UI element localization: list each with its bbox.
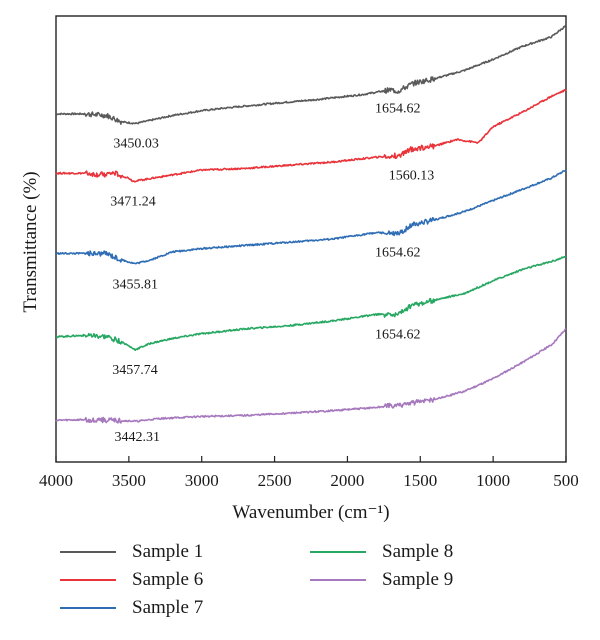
y-axis-title: Transmittance (%) bbox=[20, 171, 41, 312]
series-line-sample-7 bbox=[55, 169, 567, 265]
peak-label-5: 3455.81 bbox=[113, 278, 159, 293]
legend-item-sample-7: Sample 7 bbox=[60, 596, 203, 620]
legend-swatch bbox=[310, 579, 366, 581]
x-tick-label-500: 500 bbox=[553, 471, 579, 490]
legend-label: Sample 6 bbox=[132, 569, 204, 590]
x-tick-label-1500: 1500 bbox=[403, 471, 437, 490]
legend-item-sample-1: Sample 1 bbox=[60, 540, 203, 564]
legend-label: Sample 7 bbox=[132, 597, 204, 618]
peak-label-0: 3450.03 bbox=[113, 137, 159, 152]
legend-label: Sample 1 bbox=[132, 541, 204, 562]
peak-label-4: 1654.62 bbox=[375, 246, 421, 261]
annotation-layer: 3450.03 1654.62 3471.24 1560.13 1654.62 3455.… bbox=[110, 101, 434, 445]
x-tick-label-2000: 2000 bbox=[330, 471, 364, 490]
x-tick-label-2500: 2500 bbox=[258, 471, 292, 490]
legend-label: Sample 8 bbox=[382, 541, 454, 562]
x-axis-title: Wavenumber (cm⁻¹) bbox=[232, 502, 389, 523]
plot-border bbox=[55, 15, 567, 463]
legend-item-sample-9: Sample 9 bbox=[310, 568, 453, 592]
peak-label-2: 3471.24 bbox=[110, 194, 156, 209]
x-tick-label-4000: 4000 bbox=[39, 471, 73, 490]
series-line-sample-1 bbox=[55, 24, 567, 125]
series-layer bbox=[55, 24, 567, 424]
legend-label: Sample 9 bbox=[382, 569, 454, 590]
legend-swatch bbox=[310, 551, 366, 553]
ftir-chart: 3450.03 1654.62 3471.24 1560.13 1654.62 3455.… bbox=[20, 15, 579, 523]
peak-label-1: 1654.62 bbox=[375, 101, 421, 116]
legend-swatch bbox=[60, 607, 116, 609]
series-line-sample-9 bbox=[55, 328, 567, 424]
series-line-sample-6 bbox=[55, 89, 567, 183]
peak-label-3: 1560.13 bbox=[389, 169, 435, 184]
legend-item-sample-8: Sample 8 bbox=[310, 540, 453, 564]
legend-swatch bbox=[60, 551, 116, 553]
x-tick-label-1000: 1000 bbox=[476, 471, 510, 490]
peak-label-7: 3457.74 bbox=[112, 363, 158, 378]
peak-label-6: 1654.62 bbox=[375, 327, 421, 342]
legend-swatch bbox=[60, 579, 116, 581]
plot-frame bbox=[55, 15, 567, 463]
x-tick-label-3000: 3000 bbox=[185, 471, 219, 490]
legend: Sample 1 Sample 6 Sample 7 Sample 8 Sample 9 bbox=[60, 540, 500, 630]
x-tick-label-3500: 3500 bbox=[112, 471, 146, 490]
legend-item-sample-6: Sample 6 bbox=[60, 568, 203, 592]
peak-label-8: 3442.31 bbox=[115, 430, 161, 445]
series-line-sample-8 bbox=[55, 255, 567, 351]
tick-layer: 4000 3500 3000 2500 2000 1500 1000 500 bbox=[39, 456, 579, 490]
